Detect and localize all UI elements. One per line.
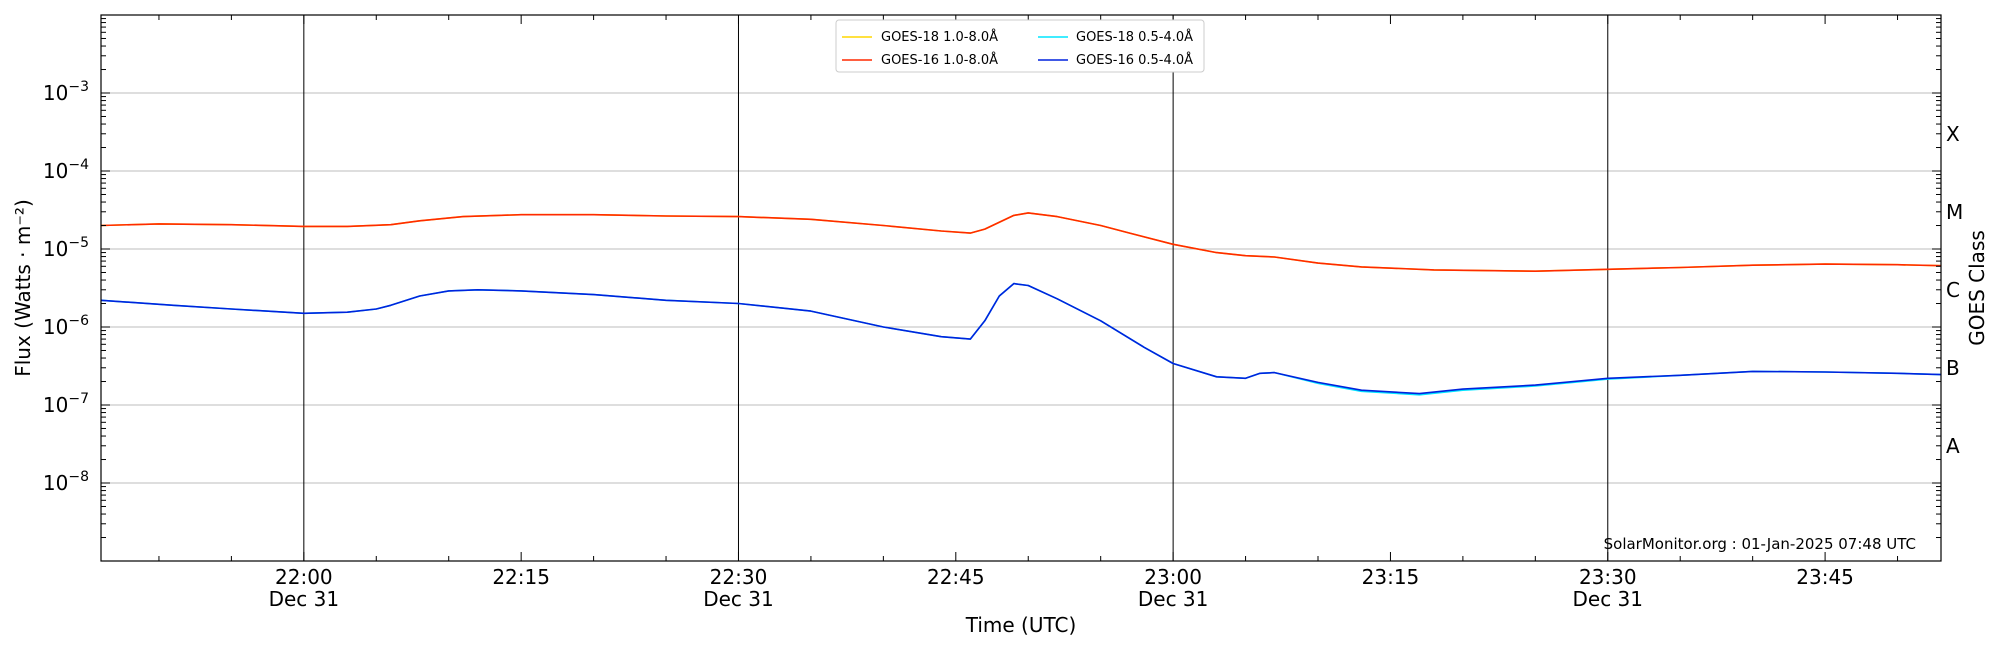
y-tick-label: 10−7 [43, 391, 89, 417]
legend-label-goes16-short: GOES-16 0.5-4.0Å [1076, 52, 1193, 68]
y-tick-label: 10−3 [43, 79, 89, 105]
x-tick-label: 23:30 [1579, 565, 1637, 589]
y-tick-label: 10−5 [43, 235, 89, 261]
goes-class-label: A [1946, 434, 1960, 458]
x-axis-label: Time (UTC) [965, 613, 1077, 637]
plot-frame [100, 14, 1942, 562]
x-tick-date-label: Dec 31 [703, 587, 774, 611]
legend-label-goes18-long: GOES-18 1.0-8.0Å [881, 29, 998, 45]
legend-label-goes18-short: GOES-18 0.5-4.0Å [1076, 29, 1193, 45]
tick-layer [101, 15, 1941, 562]
grid-layer [101, 92, 1941, 484]
x-tick-label: 23:15 [1362, 565, 1420, 589]
goes-class-labels: X M C B A [1946, 122, 1963, 458]
x-tick-label: 23:45 [1796, 565, 1854, 589]
goes-class-label: M [1946, 200, 1963, 224]
goes-class-label: C [1946, 278, 1960, 302]
series-line-goes-16-0-5-4-0 [100, 282, 1942, 395]
y-tick-label: 10−4 [43, 157, 89, 183]
legend-label-goes16-long: GOES-16 1.0-8.0Å [881, 52, 998, 68]
y2-axis-label: GOES Class [1965, 230, 1989, 346]
y-tick-label: 10−8 [43, 469, 89, 495]
series-line-goes-16-1-0-8-0 [100, 212, 1942, 273]
y-axis-label: Flux (Watts · m⁻²) [11, 199, 35, 377]
goes-class-label: X [1946, 122, 1960, 146]
vertical-markers [303, 15, 1609, 561]
x-tick-label: 22:45 [927, 565, 985, 589]
credit-text: SolarMonitor.org : 01-Jan-2025 07:48 UTC [1604, 535, 1916, 553]
x-tick-date-label: Dec 31 [1573, 587, 1644, 611]
x-tick-date-label: Dec 31 [1138, 587, 1209, 611]
legend: GOES-18 1.0-8.0Å GOES-16 1.0-8.0Å GOES-1… [835, 19, 1205, 73]
series-layer [100, 212, 1942, 396]
x-tick-date-label: Dec 31 [269, 587, 340, 611]
legend-box [835, 19, 1205, 73]
x-tick-label: 23:00 [1144, 565, 1202, 589]
y-tick-labels: 10−8 10−7 10−6 10−5 10−4 10−3 [43, 79, 89, 495]
goes-class-label: B [1946, 356, 1960, 380]
y-tick-label: 10−6 [43, 313, 89, 339]
x-tick-label: 22:30 [710, 565, 768, 589]
x-tick-label: 22:00 [275, 565, 333, 589]
x-tick-label: 22:15 [492, 565, 550, 589]
